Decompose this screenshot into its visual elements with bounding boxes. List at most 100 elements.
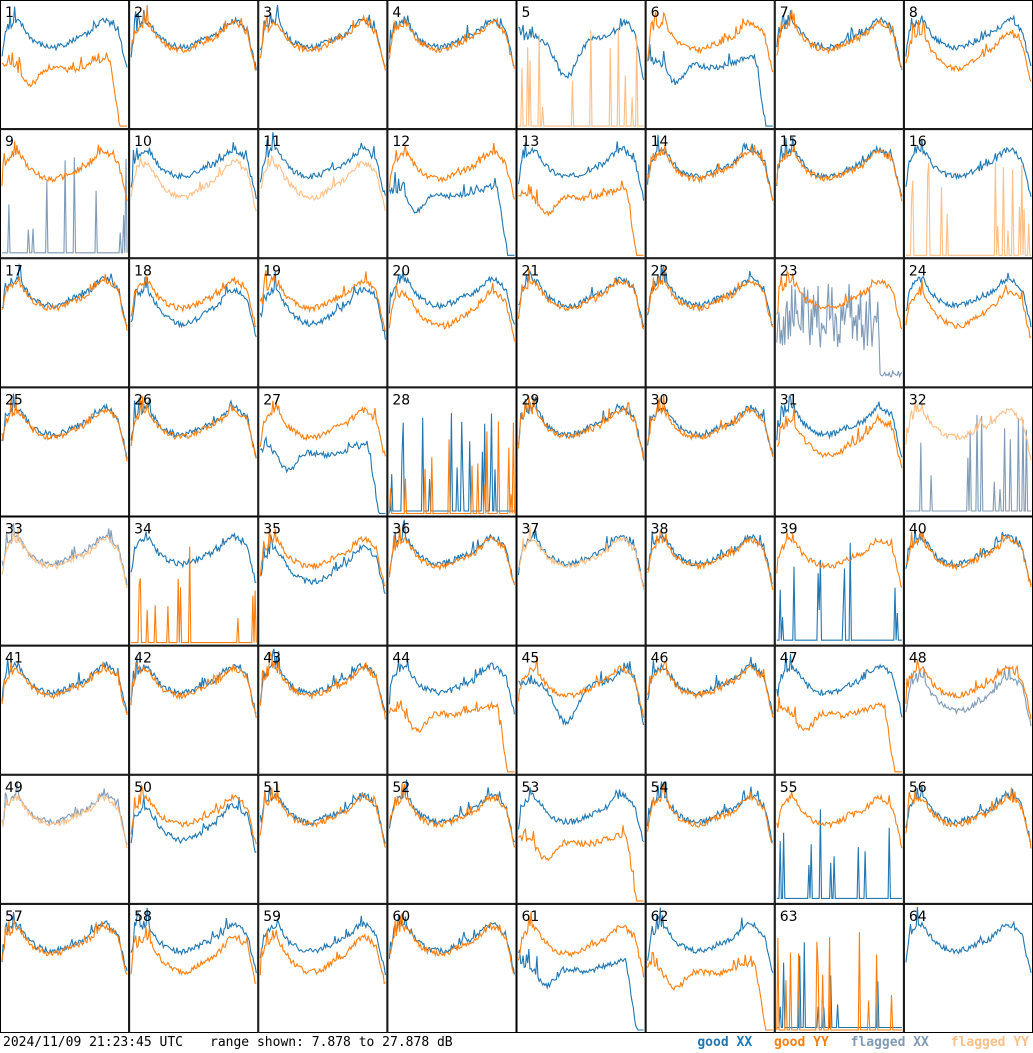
panel-frame [645, 129, 775, 259]
panel-label: 52 [392, 780, 410, 796]
panel-23: 23 [774, 258, 904, 388]
series-good-yy [130, 784, 257, 845]
panel-label: 35 [263, 522, 281, 538]
panel-label: 16 [909, 134, 927, 150]
panel-54: 54 [645, 774, 775, 904]
panel-9: 9 [0, 129, 130, 259]
panel-label: 31 [780, 392, 798, 408]
series-good-xx [389, 413, 515, 512]
series-good-yy [1, 396, 128, 462]
panel-35: 35 [258, 516, 388, 646]
series-good-yy [1, 919, 128, 975]
series-good-xx [259, 132, 386, 196]
series-good-yy [647, 660, 774, 718]
panel-label: 64 [909, 909, 927, 925]
series-good-yy [517, 396, 645, 461]
panel-label: 38 [651, 522, 669, 538]
panel-label: 62 [651, 909, 669, 925]
series-good-yy [388, 283, 516, 342]
panel-50: 50 [129, 774, 259, 904]
series-good-xx [905, 272, 1032, 328]
panel-label: 20 [392, 263, 410, 279]
panel-63: 63 [774, 903, 904, 1033]
panel-label: 23 [780, 263, 798, 279]
panel-label: 8 [909, 5, 918, 21]
panel-52: 52 [387, 774, 517, 904]
series-good-yy [1, 141, 128, 202]
panel-16: 16 [903, 129, 1033, 259]
panel-28: 28 [387, 387, 517, 517]
panel-label: 36 [392, 522, 410, 538]
series-flagged-yy [260, 154, 386, 211]
legend: good XX good YY flagged XX flagged YY [683, 1033, 1029, 1053]
series-good-yy [259, 528, 386, 587]
panel-label: 6 [651, 5, 660, 21]
panel-20: 20 [387, 258, 517, 388]
legend-flagged-yy: flagged YY [950, 1035, 1029, 1050]
panel-45: 45 [516, 645, 646, 775]
panel-3: 3 [258, 0, 388, 130]
panel-19: 19 [258, 258, 388, 388]
series-good-yy [647, 951, 773, 1031]
panel-frame [387, 645, 517, 775]
panel-32: 32 [903, 387, 1033, 517]
panel-27: 27 [258, 387, 388, 517]
panel-34: 34 [129, 516, 259, 646]
series-good-yy [776, 145, 903, 202]
panel-58: 58 [129, 903, 259, 1033]
panel-59: 59 [258, 903, 388, 1033]
timestamp: 2024/11/09 21:23:45 UTC [3, 1035, 184, 1050]
series-flagged-xx [905, 666, 1032, 727]
panel-42: 42 [129, 645, 259, 775]
panel-24: 24 [903, 258, 1033, 388]
series-good-yy [130, 275, 257, 328]
series-flagged-yy [1, 528, 128, 589]
series-good-xx [259, 787, 386, 844]
series-good-xx [388, 172, 515, 256]
panel-label: 59 [263, 909, 281, 925]
series-flagged-xx [1, 522, 128, 586]
series-good-xx [388, 519, 515, 583]
series-good-xx [1, 6, 128, 68]
panel-47: 47 [774, 645, 904, 775]
panel-14: 14 [645, 129, 775, 259]
panel-55: 55 [774, 774, 904, 904]
series-good-xx [130, 142, 257, 200]
panel-label: 50 [134, 780, 152, 796]
panel-label: 33 [5, 522, 23, 538]
panel-40: 40 [903, 516, 1033, 646]
panel-6: 6 [645, 0, 775, 130]
panel-label: 63 [780, 909, 798, 925]
panel-37: 37 [516, 516, 646, 646]
panel-label: 41 [5, 651, 23, 667]
series-good-yy [905, 530, 1032, 587]
series-good-xx [647, 531, 774, 584]
panel-label: 58 [134, 909, 152, 925]
series-good-xx [647, 44, 773, 127]
series-good-xx [517, 530, 645, 588]
panel-frame [774, 774, 904, 904]
panel-label: 55 [780, 780, 798, 796]
panel-frame [387, 903, 517, 1033]
panel-label: 1 [5, 5, 14, 21]
panel-frame [0, 516, 130, 646]
panel-13: 13 [516, 129, 646, 259]
panel-label: 14 [651, 134, 669, 150]
series-good-xx [517, 396, 645, 459]
series-flagged-yy [905, 162, 1031, 256]
panel-label: 11 [263, 134, 281, 150]
panel-label: 4 [392, 5, 401, 21]
panel-label: 53 [522, 780, 540, 796]
series-good-yy [776, 696, 902, 773]
series-good-yy [1, 660, 128, 716]
panel-15: 15 [774, 129, 904, 259]
series-good-yy [388, 421, 516, 515]
panel-label: 49 [5, 780, 23, 796]
series-good-xx [260, 435, 386, 515]
series-good-xx [130, 276, 257, 338]
series-flagged-xx [905, 414, 1031, 512]
series-flagged-yy [130, 157, 257, 212]
panel-label: 30 [651, 392, 669, 408]
panel-frame [0, 0, 130, 130]
panel-frame [645, 516, 775, 646]
